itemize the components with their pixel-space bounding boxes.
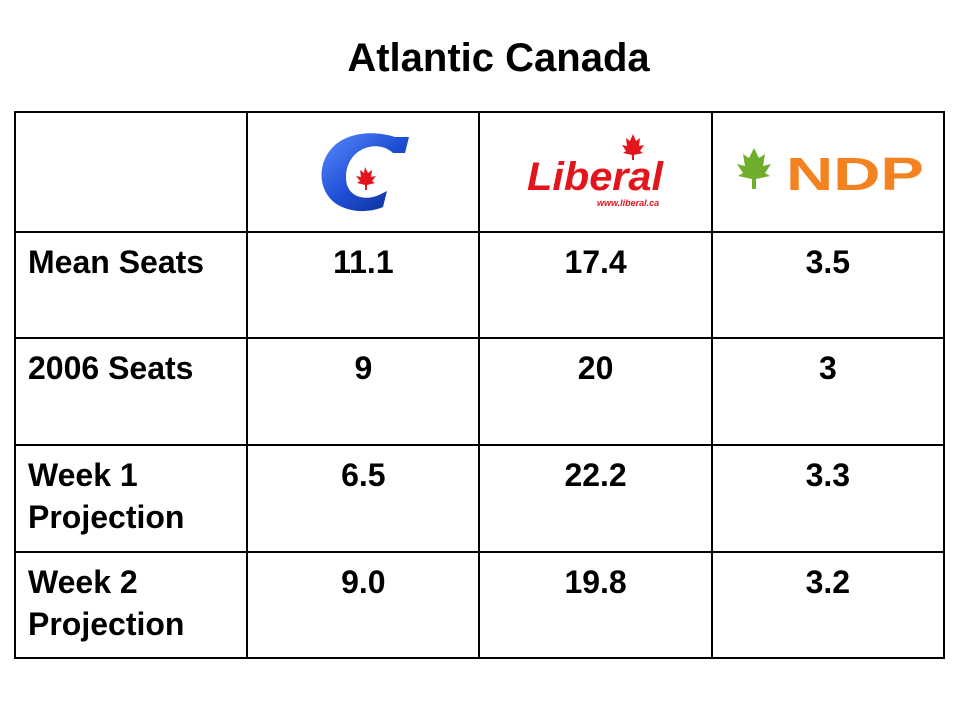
seat-value-cell: 11.1 bbox=[246, 231, 481, 339]
seat-value-cell: 3.2 bbox=[710, 551, 946, 659]
table-row: Mean Seats 11.1 17.4 3.5 bbox=[13, 231, 946, 339]
seat-value-cell: 17.4 bbox=[478, 231, 713, 339]
table-row: Week 1 Projection 6.5 22.2 3.3 bbox=[13, 444, 946, 553]
seat-value-cell: 9 bbox=[246, 337, 481, 446]
seat-value-cell: 3 bbox=[710, 337, 946, 446]
empty-header-cell bbox=[13, 111, 249, 233]
row-label: Mean Seats bbox=[13, 231, 249, 339]
ndp-logo-cell: NDP bbox=[710, 111, 946, 233]
row-label: 2006 Seats bbox=[13, 337, 249, 446]
ndp-wordmark: NDP bbox=[786, 148, 924, 200]
row-label: Week 1 Projection bbox=[13, 444, 249, 553]
seat-projection-table: Liberal www.liberal.ca NDP Mean Seats 11.… bbox=[13, 111, 946, 659]
conservative-logo-cell bbox=[246, 111, 481, 233]
seat-value-cell: 20 bbox=[478, 337, 713, 446]
seat-value-cell: 6.5 bbox=[246, 444, 481, 553]
liberal-url: www.liberal.ca bbox=[597, 198, 659, 208]
slide-title: Atlantic Canada bbox=[347, 36, 650, 80]
liberal-logo-icon: Liberal www.liberal.ca bbox=[527, 134, 664, 208]
party-logo-row: Liberal www.liberal.ca NDP bbox=[13, 111, 946, 233]
seat-value-cell: 22.2 bbox=[478, 444, 713, 553]
seat-value-cell: 9.0 bbox=[246, 551, 481, 659]
seat-value-cell: 3.5 bbox=[710, 231, 946, 339]
liberal-logo-cell: Liberal www.liberal.ca bbox=[478, 111, 713, 233]
row-label: Week 2 Projection bbox=[13, 551, 249, 659]
table-row: Week 2 Projection 9.0 19.8 3.2 bbox=[13, 551, 946, 659]
ndp-logo-icon: NDP bbox=[736, 148, 924, 200]
seat-value-cell: 3.3 bbox=[710, 444, 946, 553]
conservative-c-logo-icon bbox=[321, 133, 410, 212]
table-row: 2006 Seats 9 20 3 bbox=[13, 337, 946, 446]
liberal-wordmark: Liberal bbox=[527, 155, 664, 199]
seat-value-cell: 19.8 bbox=[478, 551, 713, 659]
